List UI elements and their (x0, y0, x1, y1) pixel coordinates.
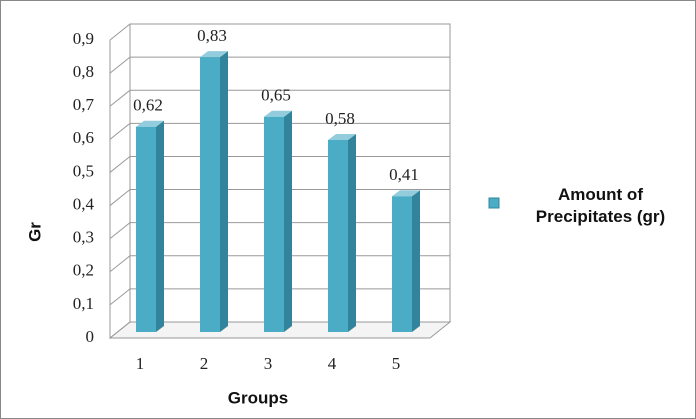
bar (264, 110, 292, 333)
bar (328, 133, 356, 332)
y-tick-label: 0,7 (73, 95, 95, 114)
x-tick-label: 3 (264, 354, 273, 373)
y-tick-label: 0,8 (73, 62, 94, 81)
bar-front (328, 139, 348, 332)
y-tick-label: 0,1 (73, 294, 94, 313)
legend-swatch (488, 197, 500, 209)
grid-line (109, 89, 450, 107)
x-tick-label: 4 (328, 354, 337, 373)
y-tick-label: 0,5 (73, 161, 94, 180)
bar-side (348, 133, 356, 332)
grid-line (109, 122, 450, 140)
bar (136, 120, 164, 332)
y-tick-label: 0 (86, 327, 95, 346)
legend-label: Amount of Precipitates (gr) (535, 185, 666, 226)
bar (200, 51, 228, 333)
bar-front (136, 126, 156, 332)
data-label: 0,58 (325, 109, 355, 128)
data-label: 0,83 (197, 26, 227, 45)
bar-side (156, 120, 164, 332)
bar (392, 190, 420, 332)
x-axis-title: Groups (228, 388, 288, 407)
grid-line (109, 23, 450, 41)
y-tick-label: 0,6 (73, 128, 94, 147)
bar-top (136, 120, 164, 127)
bar-front (200, 57, 220, 333)
bar-top (328, 133, 356, 140)
bar-top (264, 110, 292, 117)
data-label: 0,65 (261, 86, 291, 105)
data-label: 0,41 (389, 165, 419, 184)
y-tick-label: 0,3 (73, 228, 94, 247)
data-label: 0,62 (133, 96, 163, 115)
y-axis-title: Gr (25, 222, 44, 242)
y-tick-label: 0,2 (73, 261, 94, 280)
bar-front (264, 116, 284, 333)
x-tick-label: 2 (200, 354, 209, 373)
grid-line (109, 56, 450, 74)
y-tick-label: 0,9 (73, 29, 94, 48)
bar-top (392, 190, 420, 197)
bar-top (200, 51, 228, 58)
bar-side (412, 190, 420, 332)
y-tick-label: 0,4 (73, 194, 95, 213)
bar-side (220, 51, 228, 333)
bar-front (392, 196, 412, 332)
bar-side (284, 110, 292, 333)
x-tick-label: 1 (136, 354, 145, 373)
x-tick-label: 5 (392, 354, 401, 373)
